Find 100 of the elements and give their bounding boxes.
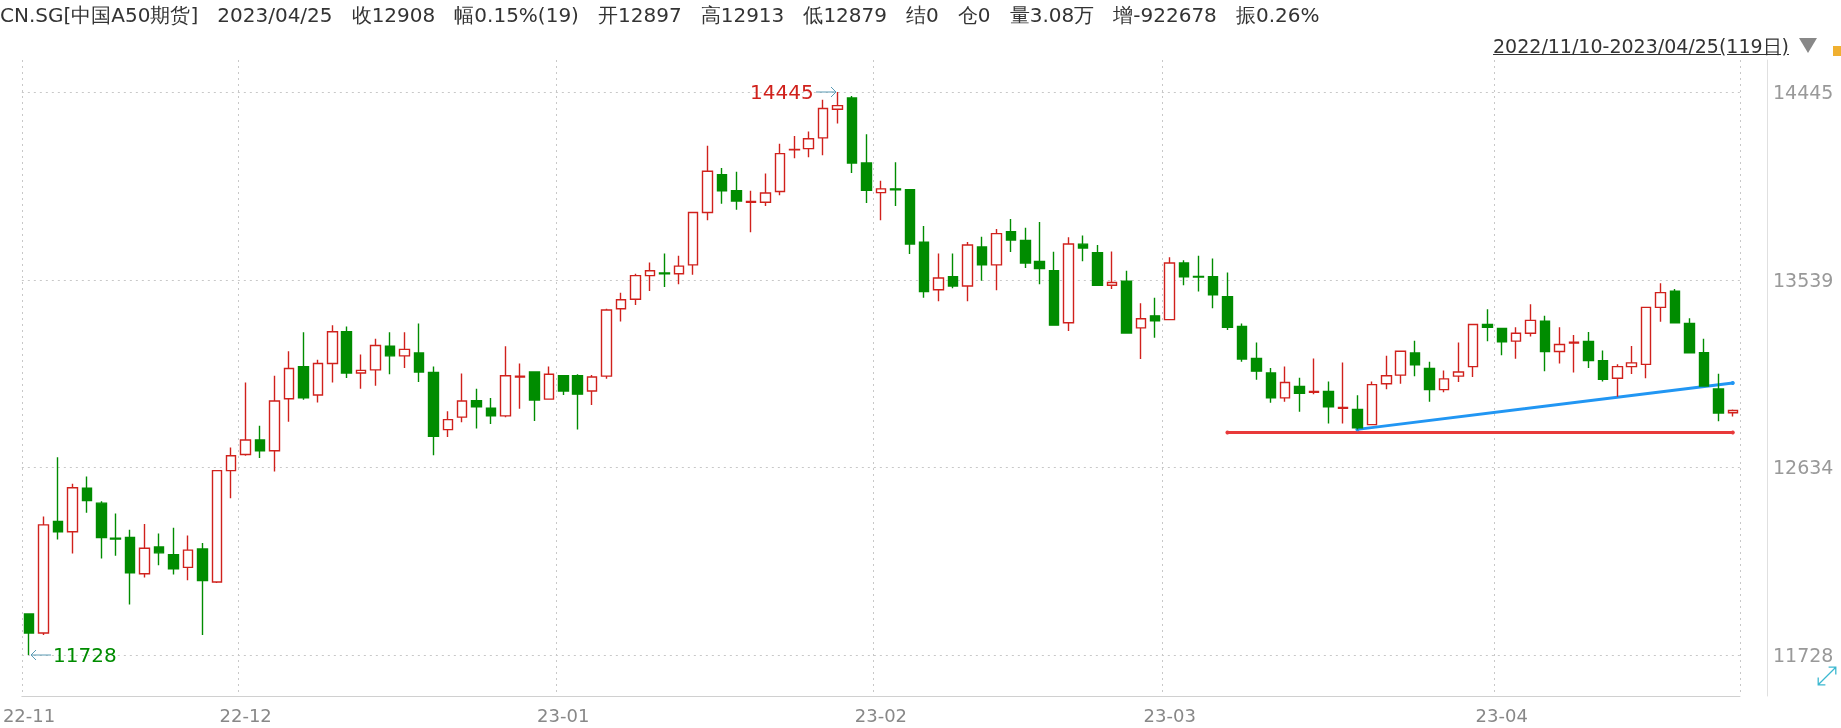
candlestick — [239, 381, 252, 457]
candlestick — [1048, 251, 1060, 326]
candlestick — [1625, 345, 1638, 375]
candlestick — [1712, 372, 1725, 422]
candlestick — [225, 446, 237, 500]
candlestick — [413, 322, 425, 383]
candlestick — [615, 292, 627, 323]
candlestick — [1611, 363, 1624, 398]
chart-title: CN.SG[中国A50期货] 2023/04/25 收12908 幅0.15%(19) 开12897 高12913 低12879 结0 仓0 量3.08万 增-922678 振0.26% — [0, 2, 1320, 29]
candlestick — [1019, 227, 1032, 269]
candlestick — [211, 469, 223, 584]
y-tick-label: 11728 — [1773, 643, 1834, 666]
candlestick — [1293, 377, 1306, 413]
candlestick — [1163, 256, 1176, 321]
y-tick-label: 14445 — [1773, 81, 1834, 104]
candlestick — [1683, 317, 1696, 354]
x-tick-label: 22-12 — [219, 704, 272, 726]
candlestick — [124, 529, 136, 606]
candlestick — [1149, 297, 1161, 339]
candlestick — [81, 475, 93, 514]
candlestick — [730, 170, 743, 211]
candlestick — [1091, 244, 1104, 286]
candlestick — [759, 172, 772, 207]
candlestick — [802, 130, 815, 158]
candlestick — [456, 372, 468, 423]
candlestick — [1308, 357, 1320, 395]
candlestick — [1597, 349, 1609, 383]
candlestick — [644, 261, 656, 292]
candlestick — [817, 99, 829, 156]
candlestick — [138, 523, 151, 579]
candlestick — [1265, 367, 1277, 404]
candlestick — [167, 527, 180, 576]
candlestick — [586, 374, 598, 406]
candlestick — [1337, 361, 1349, 425]
candlestick — [831, 91, 844, 125]
x-tick-label: 23-02 — [854, 704, 908, 726]
candlestick — [932, 252, 945, 303]
candlestick — [52, 456, 64, 541]
candlestick — [1250, 341, 1263, 381]
chart-subtitle: 2022/11/10-2023/04/25(119日) — [1493, 34, 1789, 59]
candlestick — [875, 180, 887, 221]
candlestick — [340, 325, 353, 379]
candlestick — [1524, 303, 1537, 338]
candlestick — [37, 515, 50, 636]
candlestick — [701, 145, 714, 221]
candlestick — [312, 359, 324, 404]
candlestick — [1192, 255, 1205, 293]
candlestick — [846, 95, 858, 174]
candlestick — [658, 252, 671, 288]
candlestick — [1178, 259, 1190, 286]
candlestick — [196, 542, 209, 636]
candlestick — [326, 324, 339, 384]
candlestick — [600, 308, 613, 380]
candlestick — [369, 337, 382, 387]
candlestick — [283, 350, 295, 423]
candlestick — [1077, 234, 1089, 262]
candlestick — [470, 388, 483, 430]
candlestick — [297, 331, 310, 401]
candlestick — [904, 188, 916, 255]
candlestick — [716, 167, 728, 205]
candlestick — [1106, 250, 1118, 290]
candlestick — [976, 236, 988, 282]
candlestick — [1221, 271, 1234, 331]
candlestick — [1322, 380, 1335, 425]
x-tick-label: 23-04 — [1475, 704, 1528, 726]
x-tick-label: 22-11 — [2, 704, 56, 726]
candlestick — [1366, 380, 1378, 426]
candlestick — [947, 252, 959, 289]
candlestick — [1698, 338, 1710, 387]
candlestick — [571, 373, 584, 431]
x-tick-label: 23-01 — [537, 704, 590, 726]
annotation: 14445 — [749, 80, 814, 105]
candlestick — [499, 345, 512, 418]
candlestick — [95, 500, 108, 560]
candlestick — [990, 228, 1003, 291]
candlestick — [745, 190, 757, 233]
candlestick — [918, 225, 930, 299]
candlestick — [153, 532, 165, 566]
candlestick — [485, 397, 497, 425]
candlestick — [1539, 315, 1551, 373]
candlestick — [1640, 306, 1652, 379]
candlestick — [1496, 327, 1508, 356]
y-tick-label: 13539 — [1773, 268, 1834, 291]
candlestick — [543, 365, 555, 400]
candlestick — [1467, 323, 1479, 378]
candlestick — [1452, 341, 1465, 383]
candlestick — [1423, 360, 1436, 403]
candlestick — [1409, 340, 1421, 377]
candlestick — [1135, 302, 1147, 360]
candlestick — [860, 133, 873, 204]
candlestick — [1481, 308, 1494, 343]
candlestick — [1582, 331, 1595, 369]
candlestick — [1033, 221, 1046, 285]
candlestick — [1236, 322, 1248, 363]
candlestick — [1669, 288, 1681, 325]
candlestick — [774, 143, 786, 196]
candlestick — [629, 273, 642, 306]
candlestick — [427, 365, 440, 456]
candlestick — [1062, 236, 1075, 332]
candlestick — [384, 331, 396, 375]
